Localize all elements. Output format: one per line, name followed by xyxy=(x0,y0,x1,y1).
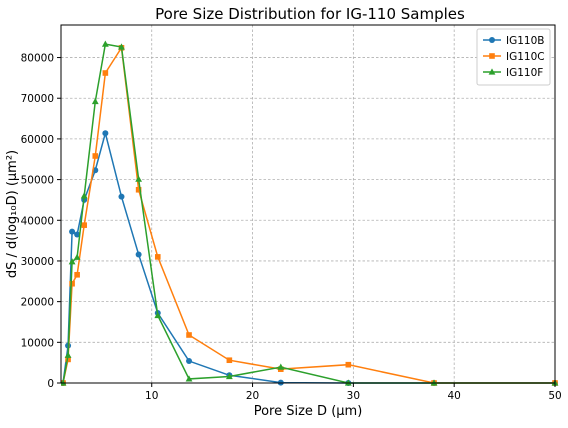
data-point xyxy=(101,40,109,47)
x-tick-label: 50 xyxy=(548,390,561,402)
data-point xyxy=(73,253,81,260)
data-point xyxy=(91,97,99,105)
data-point xyxy=(225,372,233,380)
y-tick-label: 50000 xyxy=(21,175,54,187)
data-point xyxy=(118,43,125,50)
data-point xyxy=(135,175,143,182)
y-tick-label: 0 xyxy=(47,378,54,390)
legend-item: IG110B xyxy=(483,35,544,47)
data-point xyxy=(64,351,72,358)
y-tick-label: 80000 xyxy=(21,53,54,65)
x-tick-label: 10 xyxy=(145,390,158,402)
data-point xyxy=(118,193,125,200)
data-point xyxy=(135,186,142,193)
data-point xyxy=(80,192,88,199)
x-tick-label: 30 xyxy=(347,390,360,402)
y-axis-label: dS / d(log₁₀D) (µm²) xyxy=(5,150,20,278)
data-point xyxy=(92,153,99,159)
legend-box xyxy=(476,28,551,86)
ticks: 10 20 30 40 50 0 10000 20000 30000 40000 50000 6000… xyxy=(21,53,562,402)
chart-title: Pore Size Distribution for IG-110 Sample… xyxy=(155,5,465,23)
series-IG110C xyxy=(61,44,558,386)
series-line xyxy=(61,130,555,384)
legend-item: IG110F xyxy=(483,67,543,79)
data-point xyxy=(74,231,81,238)
data-point xyxy=(81,222,87,228)
data-point xyxy=(154,311,162,319)
legend-label: IG110F xyxy=(506,67,543,79)
series-IG110F xyxy=(61,40,559,386)
data-point xyxy=(69,280,75,287)
data-point xyxy=(102,70,109,76)
y-tick-label: 40000 xyxy=(21,215,54,227)
data-point xyxy=(185,375,193,382)
legend-label: IG110C xyxy=(506,51,545,63)
series-IG110B xyxy=(61,130,558,386)
data-point xyxy=(135,251,142,258)
data-point xyxy=(69,228,76,235)
y-tick-label: 30000 xyxy=(21,256,54,268)
legend: IG110B IG110C IG110F xyxy=(476,28,551,86)
y-tick-label: 20000 xyxy=(21,297,54,309)
x-tick-label: 20 xyxy=(246,390,259,402)
data-point xyxy=(345,361,352,368)
legend-label: IG110B xyxy=(506,35,544,47)
legend-item: IG110C xyxy=(483,51,545,63)
grid xyxy=(61,25,556,384)
data-point xyxy=(277,363,285,370)
x-axis-label: Pore Size D (µm) xyxy=(254,404,363,419)
data-point xyxy=(102,130,109,137)
series-line xyxy=(61,43,555,384)
data-point xyxy=(226,357,233,364)
series-layer xyxy=(61,40,559,386)
data-point xyxy=(154,254,161,260)
data-point xyxy=(186,358,193,365)
x-tick-label: 40 xyxy=(447,390,460,402)
data-point xyxy=(74,271,80,278)
plot-frame xyxy=(60,24,556,384)
legend-swatch-marker xyxy=(489,37,495,43)
data-point xyxy=(68,258,76,265)
y-tick-label: 60000 xyxy=(21,134,54,146)
data-point xyxy=(186,332,192,338)
legend-swatch-marker xyxy=(488,68,496,75)
y-tick-label: 10000 xyxy=(21,337,54,349)
legend-swatch-marker xyxy=(489,53,495,59)
y-tick-label: 70000 xyxy=(21,93,54,105)
